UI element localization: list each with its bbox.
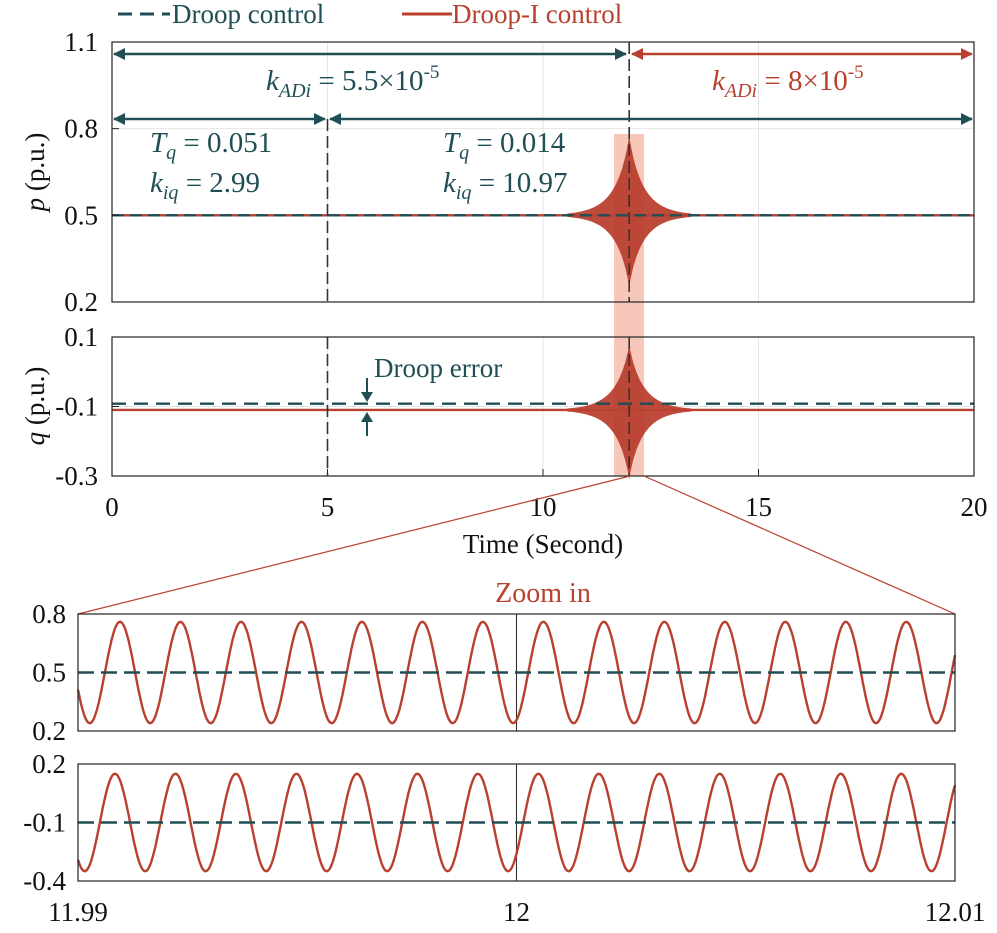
q-zoom-plot: -0.4 -0.1 0.2 11.99 12 12.01 (23, 749, 985, 927)
q-main-grid (112, 337, 974, 476)
q-zoom-xtick-label: 11.99 (48, 897, 108, 927)
zoom-connector-left (77, 475, 631, 615)
p-main-frame (111, 41, 975, 303)
q-zoom-ytick-label: -0.4 (23, 866, 66, 896)
zoom-connector-right (643, 475, 956, 615)
x-axis-label: Time (Second) (463, 529, 623, 559)
legend-droop-label: Droop control (172, 0, 324, 29)
p-main-ytick-label: 0.5 (64, 200, 98, 230)
p-main-ytick-label: 1.1 (64, 27, 98, 57)
q-main-ytick-label: -0.1 (55, 392, 98, 422)
tq1-label: Tq = 0.051 (150, 127, 272, 164)
droop-error-label: Droop error (374, 353, 502, 383)
tq2-label: Tq = 0.014 (443, 127, 566, 164)
zoom-in-label: Zoom in (495, 578, 591, 609)
q-main-xtick-label: 15 (745, 492, 772, 522)
q-main-ytick-label: 0.1 (64, 322, 98, 352)
zoom-connectors (77, 475, 956, 615)
q-main-x-ticks: 0 5 10 15 20 (105, 469, 988, 522)
q-zoom-xtick-label: 12.01 (925, 897, 986, 927)
kiq1-label: kiq = 2.99 (150, 167, 260, 204)
q-main-ytick-label: -0.3 (55, 461, 98, 491)
droop-error-marker (361, 378, 373, 436)
q-zoom-ytick-label: -0.1 (23, 808, 66, 838)
p-zoom-frame (77, 613, 956, 732)
q-main-ylabel: q (p.u.) (20, 367, 50, 446)
q-zoom-frame (77, 763, 956, 882)
q-main-y-ticks: -0.3 -0.1 0.1 (55, 322, 119, 491)
p-zoom-ytick-label: 0.8 (32, 599, 66, 629)
p-main-y-ticks: 0.2 0.5 0.8 1.1 (64, 27, 119, 317)
q-main-xtick-label: 5 (321, 492, 335, 522)
q-main-xtick-label: 10 (530, 492, 557, 522)
p-main-ytick-label: 0.8 (64, 114, 98, 144)
p-zoom-plot: 0.2 0.5 0.8 (32, 599, 957, 746)
kadi-right-label: kADi = 8×10-5 (712, 62, 864, 102)
parameter-annotations: kADi = 5.5×10-5 kADi = 8×10-5 Tq = 0.051… (113, 48, 973, 436)
q-zoom-ytick-label: 0.2 (32, 749, 66, 779)
q-zoom-series (76, 772, 957, 873)
p-zoom-ytick-label: 0.5 (32, 658, 66, 688)
p-main-droop-i-oscillation (567, 134, 692, 288)
p-main-ylabel: p (p.u.) (20, 133, 50, 214)
legend: Droop control Droop-I control (118, 0, 622, 29)
q-main-plot: -0.3 -0.1 0.1 0 5 10 15 20 q (p.u.) Time (Seco… (20, 322, 988, 559)
q-main-xtick-label: 20 (961, 492, 988, 522)
legend-droop-i-label: Droop-I control (452, 0, 622, 29)
p-main-series (112, 134, 974, 288)
q-zoom-y-ticks: -0.4 -0.1 0.2 (23, 749, 66, 896)
q-zoom-x-ticks: 11.99 12 12.01 (48, 897, 985, 927)
kadi-left-label: kADi = 5.5×10-5 (266, 62, 439, 102)
q-main-xtick-label: 0 (105, 492, 119, 522)
p-zoom-series (76, 620, 957, 725)
kiq2-label: kiq = 10.97 (443, 167, 568, 204)
event-lines (326, 42, 631, 476)
p-zoom-droop-i-wave (76, 620, 957, 725)
p-main-ytick-label: 0.2 (64, 287, 98, 317)
p-zoom-y-ticks: 0.2 0.5 0.8 (32, 599, 66, 746)
p-zoom-ytick-label: 0.2 (32, 716, 66, 746)
q-zoom-xtick-label: 12 (503, 897, 530, 927)
q-zoom-droop-i-wave (76, 772, 957, 873)
